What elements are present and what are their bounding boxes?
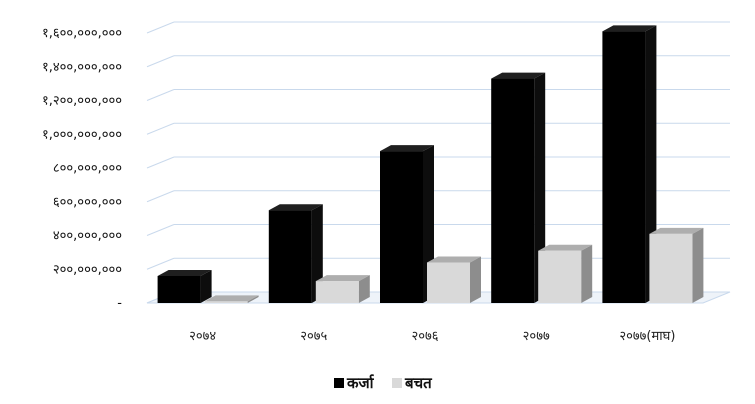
bar-karja-3 xyxy=(491,72,546,303)
y-tick-label: ४००,०००,००० xyxy=(53,229,122,244)
x-category-label: २०७७(माघ) xyxy=(619,329,675,344)
gridline-diagonal xyxy=(146,257,175,270)
y-tick-label: ६००,०००,००० xyxy=(53,195,122,210)
bars xyxy=(157,25,704,303)
legend-label-bachat: बचत xyxy=(404,374,433,392)
y-axis-tick-labels: - २००,०००,००० ४००,०००,००० ६००,०००,००० ८००,००… xyxy=(42,26,122,311)
bar-karja-1 xyxy=(268,204,323,303)
legend-swatch-karja xyxy=(334,378,344,388)
y-tick-label: १,४००,०००,००० xyxy=(42,60,122,75)
gridline-diagonal xyxy=(146,21,175,34)
x-axis-category-labels: २०७४ २०७५ २०७६ २०७७ २०७७(माघ) xyxy=(189,329,675,344)
gridline-diagonal xyxy=(146,224,175,236)
gridline-diagonal xyxy=(146,190,175,203)
x-category-label: २०७५ xyxy=(300,329,327,344)
bar-karja-0 xyxy=(157,270,212,303)
bar-karja-2 xyxy=(380,145,434,303)
y-tick-label: १,२००,०००,००० xyxy=(42,94,122,109)
legend-swatch-bachat xyxy=(392,378,402,388)
gridline-diagonal xyxy=(146,89,175,101)
y-tick-label: १,०००,०००,००० xyxy=(42,127,122,142)
gridline-diagonal xyxy=(146,55,175,68)
x-category-label: २०७६ xyxy=(411,329,438,344)
legend-label-karja: कर्जा xyxy=(346,374,375,392)
x-category-label: २०७४ xyxy=(189,329,216,344)
y-tick-label: २००,०००,००० xyxy=(53,262,122,277)
gridline-diagonal xyxy=(146,156,175,169)
bar-bachat-3 xyxy=(538,244,593,303)
gridline-diagonal xyxy=(146,122,175,135)
legend: कर्जा बचत xyxy=(334,374,433,392)
bar-bachat-0 xyxy=(204,295,259,303)
x-category-label: २०७७ xyxy=(523,329,550,344)
y-tick-label: १,६००,०००,००० xyxy=(42,26,122,41)
bar-bachat-4 xyxy=(649,227,704,303)
y-tick-label: ८००,०००,००० xyxy=(53,161,122,176)
bar-karja-4 xyxy=(602,25,657,303)
bar-bachat-2 xyxy=(427,256,481,303)
y-tick-label: - xyxy=(117,296,122,311)
bar-bachat-1 xyxy=(315,275,370,303)
